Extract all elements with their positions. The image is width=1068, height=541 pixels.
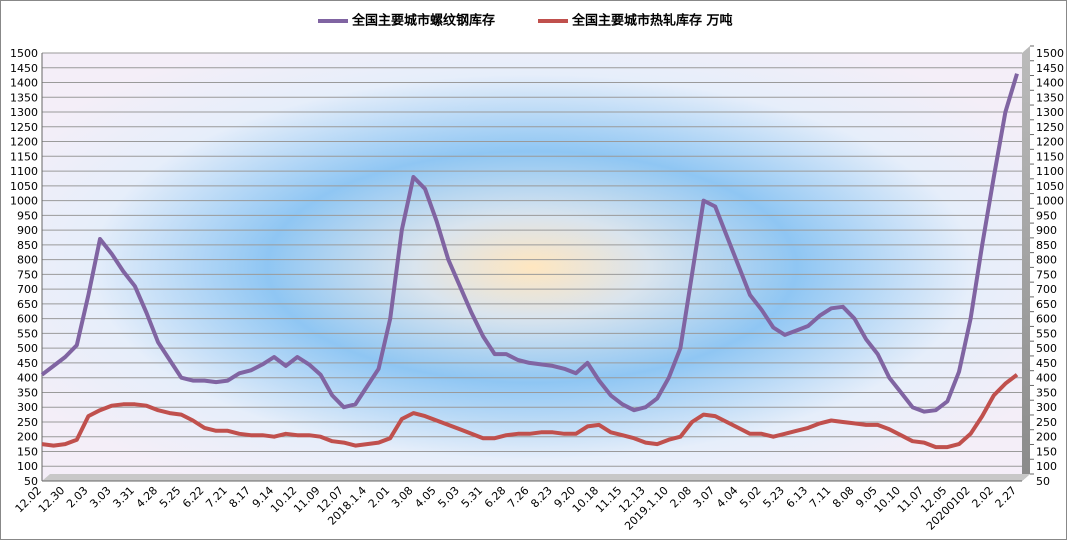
legend-label: 全国主要城市热轧库存 万吨 [571,13,733,29]
y-tick-label: 850 [17,239,38,252]
y-tick-label: 300 [17,401,38,414]
y2-tick-label: 450 [1036,357,1057,370]
y2-tick-label: 1200 [1036,136,1064,149]
plot-background [42,53,1022,481]
y2-tick-label: 900 [1036,224,1057,237]
y2-tick-label: 1400 [1036,77,1064,90]
y-tick-label: 800 [17,254,38,267]
y-tick-label: 1300 [10,106,38,119]
y2-tick-label: 1100 [1036,165,1064,178]
y-tick-label: 1250 [10,121,38,134]
y-tick-label: 950 [17,209,38,222]
y2-tick-label: 1050 [1036,180,1064,193]
y-tick-label: 1500 [10,47,38,60]
y-tick-label: 200 [17,431,38,444]
y2-tick-label: 700 [1036,283,1057,296]
y-tick-label: 1100 [10,165,38,178]
y2-tick-label: 1500 [1036,47,1064,60]
y2-tick-label: 800 [1036,254,1057,267]
y2-tick-label: 500 [1036,342,1057,355]
y2-tick-label: 1350 [1036,91,1064,104]
legend: 全国主要城市螺纹钢库存 全国主要城市热轧库存 万吨 [318,13,733,29]
y-tick-label: 350 [17,386,38,399]
y2-tick-label: 600 [1036,313,1057,326]
y2-tick-label: 100 [1036,460,1057,473]
y-tick-label: 750 [17,268,38,281]
y2-tick-label: 350 [1036,386,1057,399]
y-tick-label: 1200 [10,136,38,149]
y-tick-label: 450 [17,357,38,370]
side-wall [1022,46,1030,481]
y-tick-label: 550 [17,327,38,340]
y-tick-label: 150 [17,445,38,458]
y2-tick-label: 1450 [1036,62,1064,75]
y2-tick-label: 1150 [1036,150,1064,163]
y-tick-label: 1150 [10,150,38,163]
y2-tick-label: 200 [1036,431,1057,444]
y-tick-label: 600 [17,313,38,326]
y-tick-label: 500 [17,342,38,355]
series-line [41,373,1019,450]
legend-label: 全国主要城市螺纹钢库存 [351,13,495,29]
y2-tick-label: 550 [1036,327,1057,340]
y-tick-label: 50 [24,475,38,488]
y2-tick-label: 750 [1036,268,1057,281]
y2-tick-label: 650 [1036,298,1057,311]
y2-tick-label: 400 [1036,372,1057,385]
series-line [40,73,1019,414]
y-tick-label: 1000 [10,195,38,208]
y2-tick-label: 1300 [1036,106,1064,119]
y2-tick-label: 50 [1036,475,1050,488]
y-tick-label: 700 [17,283,38,296]
floor [42,474,1030,481]
y2-tick-label: 300 [1036,401,1057,414]
y-tick-label: 100 [17,460,38,473]
y-tick-label: 1400 [10,77,38,90]
y-tick-label: 900 [17,224,38,237]
y-tick-label: 250 [17,416,38,429]
y-tick-label: 400 [17,372,38,385]
y-tick-label: 1350 [10,91,38,104]
y-tick-label: 1050 [10,180,38,193]
y-tick-label: 1450 [10,62,38,75]
y2-tick-label: 1250 [1036,121,1064,134]
y2-tick-label: 1000 [1036,195,1064,208]
y2-tick-label: 950 [1036,209,1057,222]
y2-tick-label: 850 [1036,239,1057,252]
y-tick-label: 650 [17,298,38,311]
y2-tick-label: 150 [1036,445,1057,458]
y2-tick-label: 250 [1036,416,1057,429]
